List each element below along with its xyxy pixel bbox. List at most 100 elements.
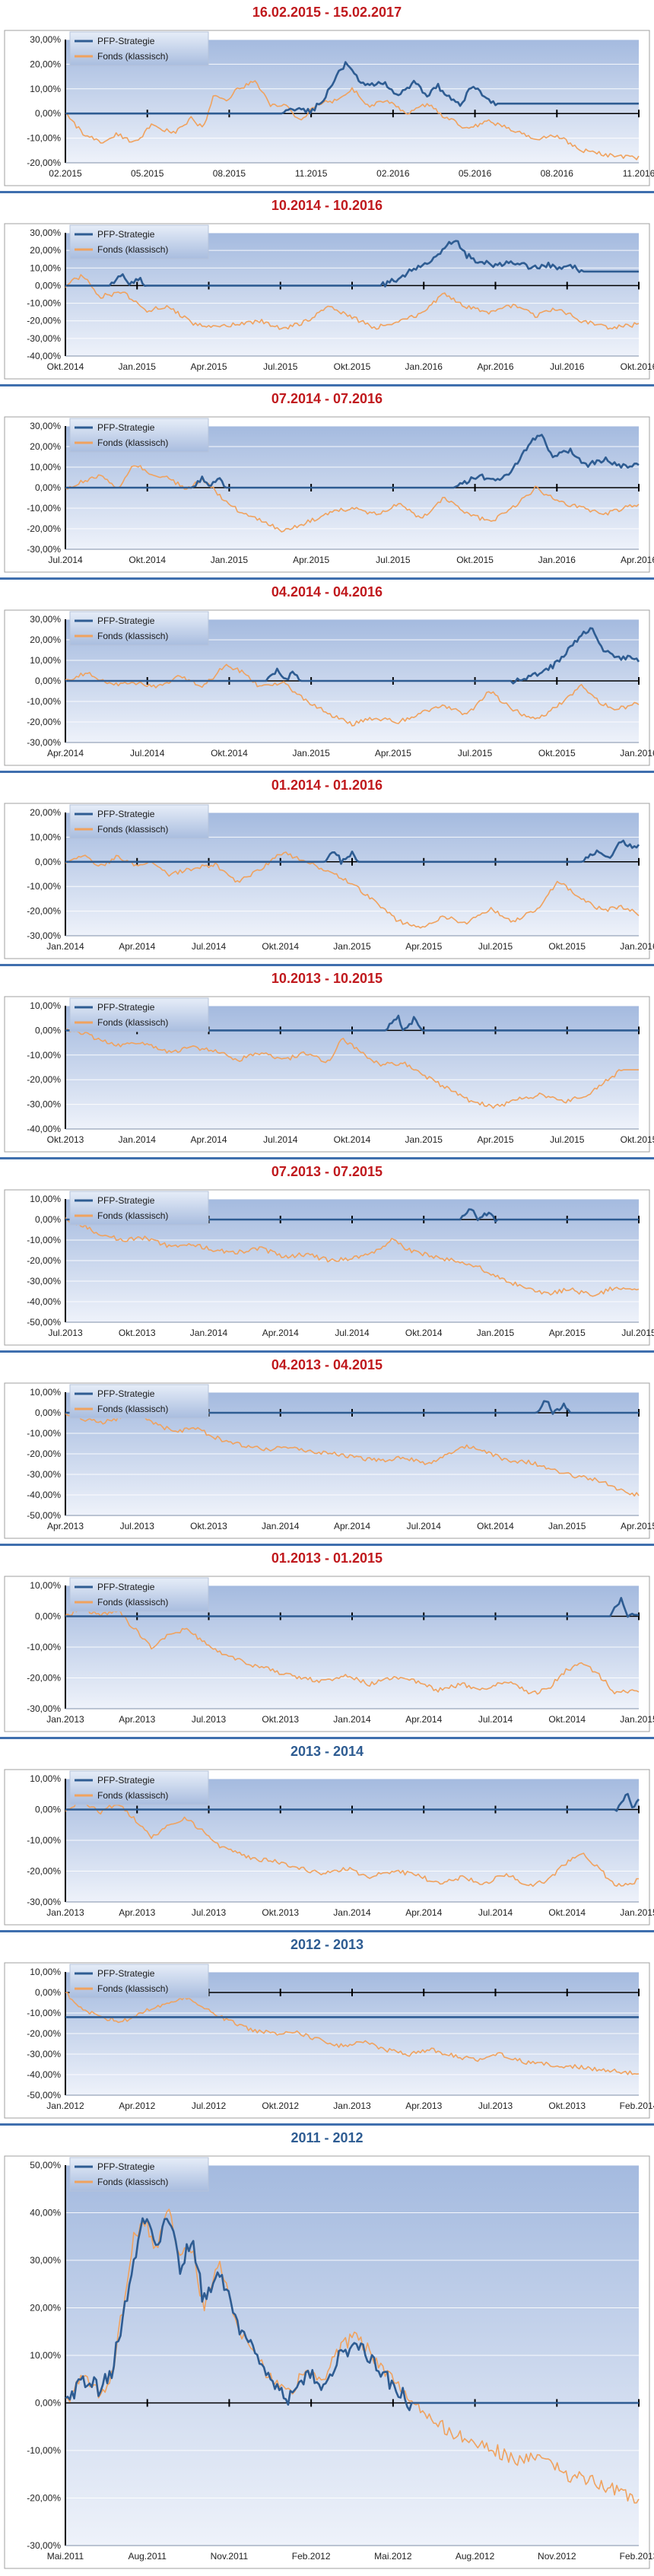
x-tick-label: Okt.2014 — [548, 1907, 586, 1918]
y-tick-label: -10,00% — [27, 133, 61, 144]
y-tick-label: 0,00% — [35, 1805, 61, 1815]
legend-box — [69, 1191, 209, 1226]
series-line-fonds-klassisch — [65, 80, 640, 161]
x-tick-label: Jul.2014 — [130, 748, 165, 758]
panel-separator — [0, 1930, 654, 1932]
y-tick-label: -30,00% — [27, 1276, 61, 1286]
y-tick-label: -10,00% — [27, 298, 61, 309]
series-line-pfp-strategie — [65, 2217, 639, 2412]
legend-box — [69, 1384, 209, 1419]
y-tick-label: 40,00% — [30, 2208, 61, 2218]
y-tick-label: 10,00% — [30, 1773, 61, 1784]
x-tick-label: Jul.2015 — [550, 1134, 585, 1145]
y-tick-label: -20,00% — [27, 2493, 61, 2504]
legend-label: PFP-Strategie — [97, 615, 155, 626]
x-tick-label: Jan.2016 — [620, 748, 654, 758]
y-tick-label: 10,00% — [30, 84, 61, 94]
chart-title: 2011 - 2012 — [290, 2130, 364, 2145]
legend-label: Fonds (klassisch) — [97, 1790, 168, 1801]
legend-label: PFP-Strategie — [97, 36, 155, 46]
y-tick-label: 10,00% — [30, 1194, 61, 1204]
chart-title: 01.2014 - 01.2016 — [271, 778, 383, 793]
y-tick-label: 0,00% — [35, 1611, 61, 1622]
x-tick-label: Okt.2013 — [47, 1134, 84, 1145]
x-tick-label: Okt.2014 — [262, 941, 299, 952]
y-tick-label: -20,00% — [27, 1255, 61, 1266]
x-tick-label: Okt.2013 — [262, 1907, 299, 1918]
y-tick-label: -20,00% — [27, 157, 61, 168]
x-tick-label: Jan.2015 — [405, 1134, 443, 1145]
series-line-pfp-strategie — [65, 627, 640, 685]
y-tick-label: 0,00% — [35, 1214, 61, 1225]
series-line-fonds-klassisch — [65, 465, 640, 533]
y-tick-label: -10,00% — [27, 696, 61, 707]
x-tick-label: Jul.2014 — [407, 1521, 442, 1531]
x-tick-label: Jan.2016 — [538, 555, 576, 565]
panel-separator — [0, 1350, 654, 1353]
x-tick-label: Feb.2013 — [620, 2551, 654, 2562]
y-tick-label: -20,00% — [27, 523, 61, 534]
x-tick-label: Feb.2014 — [620, 2101, 654, 2111]
series-line-fonds-klassisch — [65, 1028, 639, 1109]
x-tick-label: Okt.2015 — [538, 748, 576, 758]
x-tick-label: Jan.2015 — [548, 1521, 586, 1531]
x-tick-label: Jan.2014 — [46, 941, 84, 952]
chart-svg: 10,00% 0,00% -10,00% -20,00% -30,00%Jan.2013… — [4, 1576, 654, 1732]
legend-label: PFP-Strategie — [97, 1195, 155, 1206]
x-tick-label: Jul.2015 — [376, 555, 411, 565]
chart-svg: 50,00% 40,00% 30,00% 20,00% 10,00% 0,00% -10,0… — [4, 2155, 654, 2569]
x-tick-label: 02.2015 — [49, 168, 82, 179]
chart-panel: 07.2013 - 07.2015 10,00% 0,00% -10,00% -20,0… — [0, 1159, 654, 1353]
legend-label: Fonds (klassisch) — [97, 1597, 168, 1608]
x-tick-label: Apr.2013 — [119, 1714, 155, 1725]
x-tick-label: Jan.2014 — [262, 1521, 300, 1531]
legend-label: Fonds (klassisch) — [97, 2177, 168, 2187]
x-tick-label: Jul.2014 — [478, 1907, 513, 1918]
series-line-fonds-klassisch — [65, 851, 640, 929]
panel-separator — [0, 2123, 654, 2126]
y-tick-label: 0,00% — [35, 2398, 61, 2409]
y-tick-label: 10,00% — [30, 1387, 61, 1398]
panel-separator — [0, 1737, 654, 1739]
x-tick-label: Okt.2013 — [548, 2101, 586, 2111]
x-tick-label: Okt.2014 — [334, 1134, 371, 1145]
x-tick-label: Jul.2015 — [458, 748, 493, 758]
y-tick-label: 50,00% — [30, 2160, 61, 2171]
y-tick-label: -40,00% — [27, 1124, 61, 1134]
x-tick-label: Apr.2013 — [405, 2101, 442, 2111]
x-tick-label: Apr.2016 — [477, 361, 513, 372]
series-line-pfp-strategie — [65, 240, 639, 288]
y-tick-label: 20,00% — [30, 634, 61, 645]
panel-separator — [0, 964, 654, 966]
legend-label: Fonds (klassisch) — [97, 1404, 168, 1414]
y-tick-label: -10,00% — [27, 1835, 61, 1846]
chart-svg: 10,00% 0,00% -10,00% -20,00% -30,00% -40,00% -… — [4, 1962, 654, 2119]
x-tick-label: Okt.2013 — [119, 1328, 156, 1338]
chart-svg: 10,00% 0,00% -10,00% -20,00% -30,00%Jan.2013… — [4, 1769, 654, 1926]
x-tick-label: Okt.2012 — [262, 2101, 299, 2111]
x-tick-label: Jul.2015 — [621, 1328, 654, 1338]
y-tick-label: 20,00% — [30, 807, 61, 818]
y-tick-label: -20,00% — [27, 1866, 61, 1877]
y-tick-label: -10,00% — [27, 2445, 61, 2456]
x-tick-label: Feb.2012 — [292, 2551, 331, 2562]
x-tick-label: Apr.2016 — [621, 555, 654, 565]
chart-svg: 20,00%10,00%0,00%-10,00%-20,00%-30,00%Ja… — [4, 803, 654, 959]
y-tick-label: 10,00% — [30, 1580, 61, 1591]
x-tick-label: Okt.2013 — [190, 1521, 227, 1531]
x-tick-label: Okt.2014 — [548, 1714, 586, 1725]
legend-label: PFP-Strategie — [97, 2161, 155, 2172]
x-tick-label: Apr.2015 — [477, 1134, 513, 1145]
x-tick-label: Apr.2014 — [47, 748, 84, 758]
x-tick-label: Apr.2014 — [119, 941, 155, 952]
chart-title: 07.2013 - 07.2015 — [271, 1164, 383, 1179]
legend-box — [69, 224, 209, 259]
x-tick-label: Jul.2013 — [192, 1714, 227, 1725]
y-tick-label: 30,00% — [30, 34, 61, 45]
panel-separator — [0, 384, 654, 386]
y-tick-label: 20,00% — [30, 2303, 61, 2314]
x-tick-label: Apr.2015 — [190, 361, 227, 372]
y-tick-label: 0,00% — [35, 482, 61, 493]
chart-svg: 30,00%20,00%10,00%0,00%-10,00%-20,00%02.… — [4, 30, 654, 186]
